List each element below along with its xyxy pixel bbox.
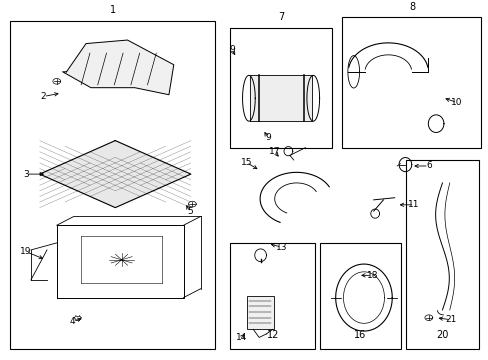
- Bar: [229, 243, 315, 349]
- Text: 13: 13: [275, 243, 287, 252]
- Polygon shape: [250, 75, 311, 121]
- Text: 9: 9: [264, 133, 270, 142]
- Text: 12: 12: [266, 330, 278, 340]
- Text: 18: 18: [366, 271, 377, 280]
- Text: 11: 11: [407, 200, 419, 209]
- Text: 6: 6: [425, 162, 431, 171]
- Text: 17: 17: [268, 147, 280, 156]
- Bar: [246, 296, 273, 329]
- Bar: [229, 28, 331, 148]
- Bar: [406, 160, 478, 349]
- Text: 5: 5: [186, 207, 192, 216]
- Bar: [341, 17, 480, 148]
- Text: 16: 16: [353, 330, 366, 340]
- Text: 3: 3: [23, 170, 29, 179]
- Text: 20: 20: [435, 330, 448, 340]
- Text: 10: 10: [450, 98, 462, 107]
- Polygon shape: [62, 40, 173, 95]
- Bar: [320, 243, 400, 349]
- Text: 14: 14: [235, 333, 247, 342]
- Text: 4: 4: [70, 317, 76, 326]
- Text: 1: 1: [110, 5, 116, 15]
- Text: 19: 19: [20, 247, 32, 256]
- Text: 21: 21: [445, 315, 456, 324]
- Text: 7: 7: [277, 12, 284, 22]
- Polygon shape: [40, 141, 190, 208]
- Text: 9: 9: [228, 45, 234, 54]
- Text: 15: 15: [240, 158, 252, 167]
- Text: 2: 2: [41, 92, 46, 101]
- Bar: [10, 21, 215, 349]
- Text: 8: 8: [409, 2, 415, 12]
